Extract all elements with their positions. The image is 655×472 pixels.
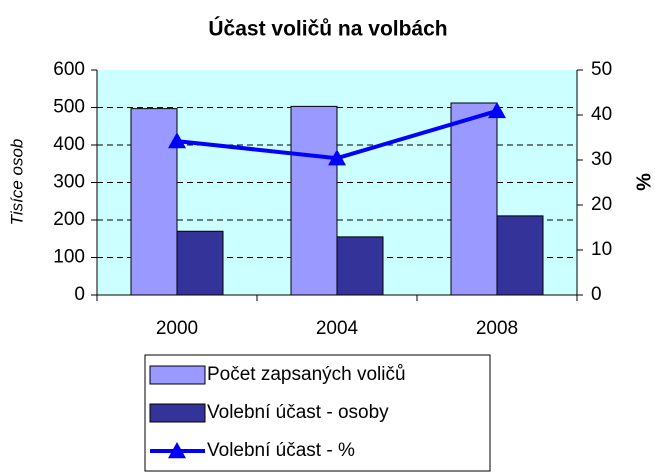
y-tick-label: 100 (53, 247, 85, 268)
y-tick-label: 300 (53, 172, 85, 193)
y-tick-label: 600 (53, 59, 85, 80)
legend-label: Volební účast - % (207, 440, 355, 461)
x-tick-label: 2000 (156, 318, 198, 339)
marker (168, 132, 186, 149)
bar (176, 230, 224, 296)
y2-tick-label: 0 (591, 284, 602, 305)
marker (488, 101, 506, 119)
y-tick-label: 200 (53, 209, 85, 230)
y-tick-label: 0 (74, 284, 85, 305)
y-tick-label: 500 (53, 97, 85, 118)
chart-title: Účast voličů na volbách (208, 17, 447, 41)
legend-swatch (149, 403, 206, 423)
bar (336, 236, 384, 296)
y-axis-label: Tisíce osob (7, 139, 26, 226)
y-tick-label: 400 (53, 134, 85, 155)
y2-tick-label: 40 (591, 104, 612, 125)
legend-label: Počet zapsaných voličů (207, 364, 406, 385)
legend-label: Volební účast - osoby (207, 402, 389, 423)
bar (290, 105, 338, 296)
bar (496, 215, 544, 296)
x-tick-label: 2004 (316, 318, 359, 339)
marker (328, 149, 346, 166)
y2-tick-label: 10 (591, 239, 612, 260)
bar (130, 108, 178, 296)
bar (450, 102, 498, 296)
legend-swatch (149, 365, 206, 385)
x-tick-label: 2008 (476, 318, 518, 339)
legend-swatch (168, 442, 186, 459)
y2-axis-label: % (633, 173, 655, 191)
y2-tick-label: 30 (591, 149, 612, 170)
y2-tick-label: 20 (591, 194, 612, 215)
y2-tick-label: 50 (591, 59, 612, 80)
